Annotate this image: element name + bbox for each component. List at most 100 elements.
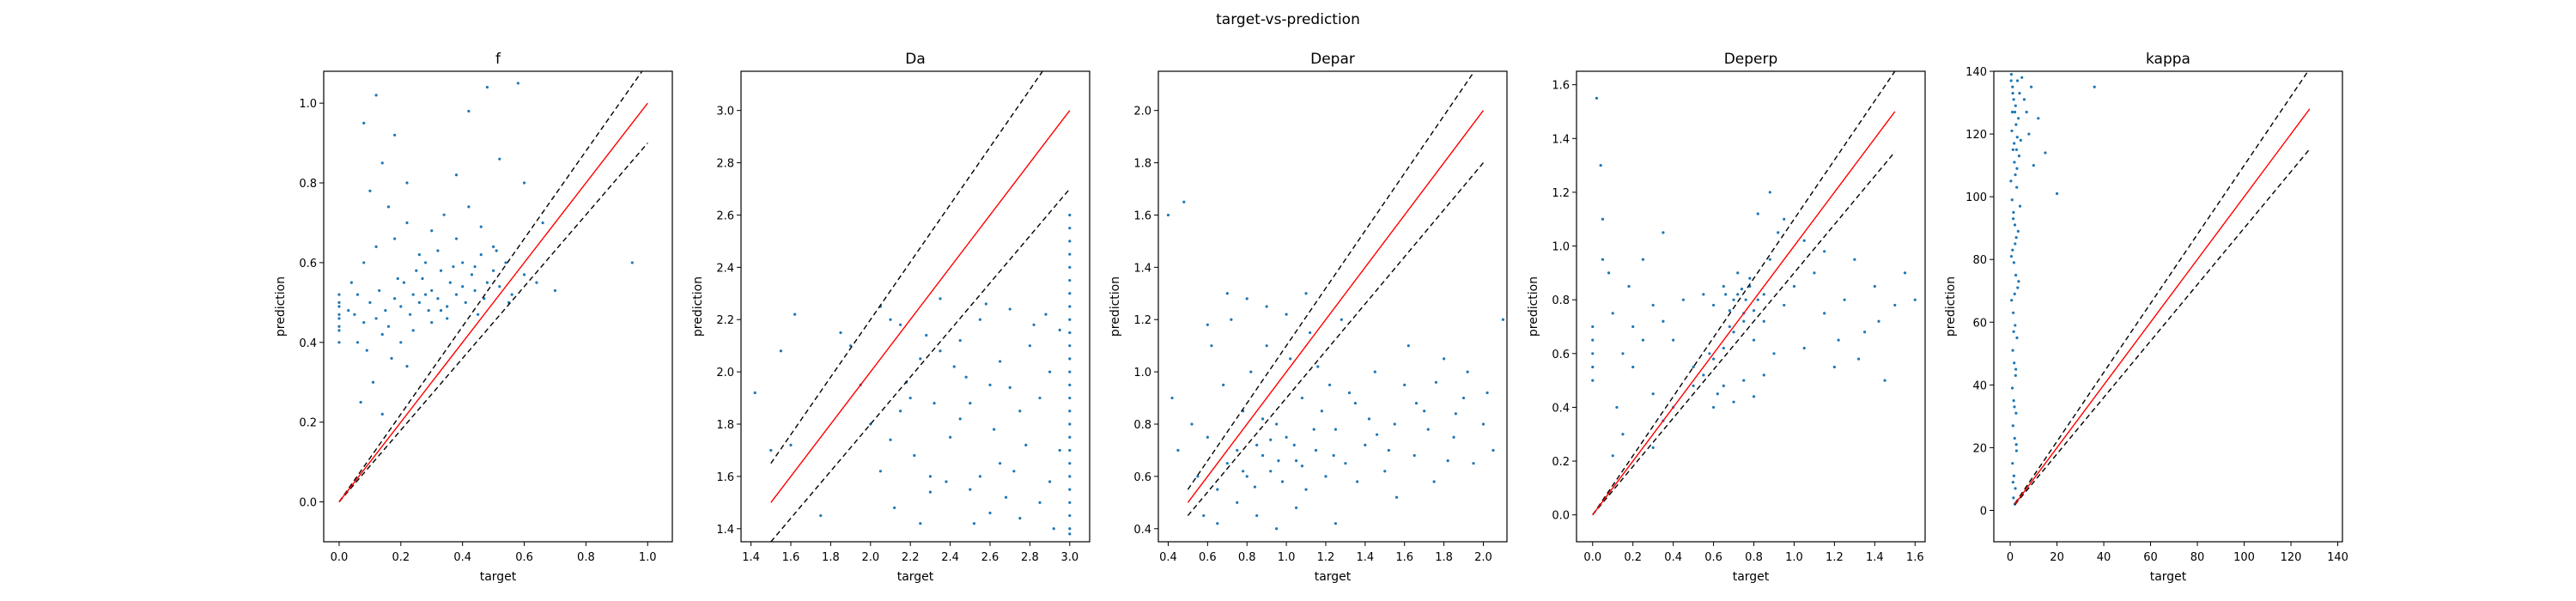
x-tick-label: 1.8	[1435, 551, 1453, 564]
scatter-point	[436, 297, 440, 300]
scatter-point	[969, 402, 972, 405]
scatter-point	[1292, 443, 1296, 446]
scatter-point	[454, 237, 459, 240]
scatter-point	[417, 300, 421, 304]
scatter-point	[1452, 435, 1455, 439]
x-tick-label: 2.4	[941, 551, 959, 564]
scatter-point	[1466, 370, 1469, 373]
x-tick-label: 120	[2281, 551, 2302, 564]
scatter-point	[1621, 433, 1625, 436]
plot-area	[337, 71, 648, 503]
scatter-point	[1768, 258, 1771, 261]
scatter-point	[1012, 470, 1016, 473]
x-tick-label: 0.2	[1624, 551, 1642, 564]
x-tick-label: 1.6	[782, 551, 800, 564]
scatter-point	[1724, 293, 1728, 296]
x-tick-label: 2.2	[902, 551, 920, 564]
x-tick-label: 0	[2007, 551, 2014, 564]
scatter-point	[423, 261, 428, 264]
scatter-point	[2010, 129, 2014, 133]
scatter-point	[988, 383, 992, 386]
scatter-point	[1309, 331, 1312, 335]
scatter-point	[769, 448, 773, 452]
scatter-point	[1190, 422, 1194, 426]
scatter-point	[1068, 265, 1072, 269]
scatter-point	[430, 288, 434, 293]
scatter-point	[1356, 480, 1359, 483]
scatter-point	[1783, 217, 1786, 221]
scatter-point	[2018, 91, 2021, 95]
scatter-point	[399, 341, 403, 344]
scatter-point	[1711, 405, 1716, 410]
scatter-point	[1068, 292, 1072, 295]
scatter-point	[925, 333, 928, 337]
scatter-point	[2014, 173, 2017, 177]
scatter-point	[498, 157, 501, 161]
scatter-point	[2014, 242, 2017, 246]
scatter-point	[1611, 312, 1614, 315]
scatter-point	[1837, 338, 1840, 342]
y-tick-label: 1.8	[716, 419, 734, 432]
scatter-point	[2014, 449, 2019, 452]
y-tick-label: 1.4	[716, 524, 734, 537]
scatter-point	[2012, 311, 2015, 314]
scatter-point	[1068, 527, 1072, 531]
scatter-point	[368, 189, 372, 192]
scatter-point	[1783, 303, 1786, 307]
scatter-point	[2013, 223, 2017, 227]
scatter-point	[1304, 292, 1308, 295]
subplot-kappa: kappa target prediction 0 20 40 60 80 100 120 140 0…	[1944, 51, 2348, 584]
scatter-point	[1481, 422, 1485, 426]
scatter-point	[553, 288, 557, 293]
scatter-point	[1802, 239, 1806, 242]
scatter-point	[1294, 506, 1298, 510]
scatter-point	[347, 309, 350, 313]
lower-band-line	[1592, 151, 1896, 516]
scatter-point	[473, 264, 477, 269]
x-tick-label: 140	[2327, 551, 2348, 564]
scatter-point	[1591, 379, 1595, 382]
scatter-point	[1316, 365, 1320, 368]
scatter-point	[1300, 464, 1304, 468]
scatter-point	[2012, 98, 2015, 101]
scatter-point	[1170, 396, 1174, 400]
scatter-point	[928, 475, 932, 478]
scatter-point	[2014, 373, 2017, 377]
scatter-point	[409, 313, 412, 316]
scatter-point	[1492, 448, 1495, 452]
scatter-point	[1414, 402, 1419, 405]
scatter-point	[1662, 231, 1665, 234]
y-tick-label: 0.8	[1552, 294, 1570, 307]
scatter-point	[1261, 453, 1265, 458]
scatter-point	[374, 317, 378, 320]
x-tick-label: 2.0	[861, 551, 879, 564]
y-tick-label: 1.6	[716, 471, 734, 484]
scatter-point	[1314, 448, 1318, 452]
scatter-point	[2014, 411, 2018, 415]
scatter-point	[913, 453, 916, 458]
x-tick-label: 1.4	[742, 551, 760, 564]
scatter-point	[2013, 142, 2016, 145]
scatter-point	[1008, 307, 1012, 311]
scatter-point	[1038, 396, 1042, 400]
scatter-point	[1873, 284, 1876, 288]
scatter-point	[446, 317, 449, 320]
y-axis-label: prediction	[691, 276, 705, 337]
x-tick-label: 2.6	[981, 551, 999, 564]
scatter-point	[337, 305, 341, 308]
y-tick-label: 1.4	[1552, 133, 1570, 146]
scatter-point	[417, 253, 421, 257]
y-tick-label: 0	[1980, 505, 1987, 518]
scatter-point	[402, 281, 406, 284]
y-tick-label: 0.4	[299, 337, 317, 350]
scatter-point	[793, 313, 797, 316]
scatter-point	[446, 305, 449, 308]
scatter-point	[1832, 365, 1836, 369]
scatter-point	[1222, 383, 1225, 386]
scatter-point	[2013, 110, 2017, 114]
scatter-point	[1651, 392, 1655, 396]
scatter-point	[1176, 448, 1180, 452]
scatter-point	[423, 293, 428, 296]
scatter-point	[1631, 325, 1635, 329]
scatter-point	[1461, 396, 1466, 400]
